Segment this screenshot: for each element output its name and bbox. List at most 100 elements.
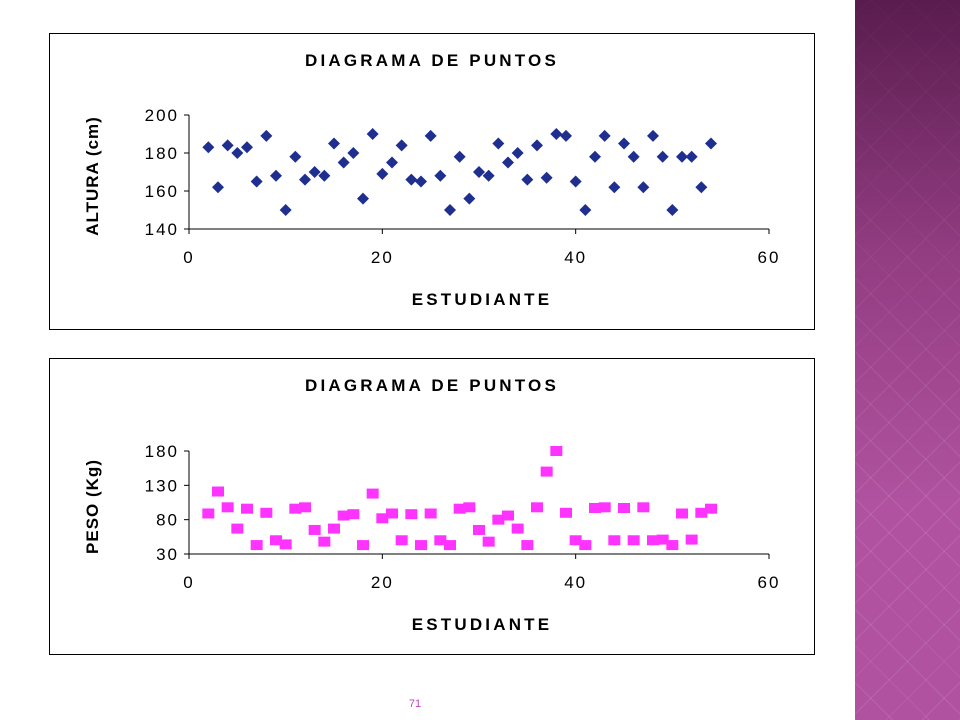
data-point xyxy=(676,150,688,163)
x-tick-label: 20 xyxy=(371,248,394,267)
data-point xyxy=(482,169,495,182)
data-point xyxy=(560,129,572,142)
data-point xyxy=(202,508,215,519)
data-point xyxy=(318,536,331,547)
data-point xyxy=(531,139,543,152)
data-point xyxy=(270,169,282,182)
x-tick-label: 0 xyxy=(183,573,194,592)
x-tick-label: 40 xyxy=(564,573,587,592)
data-point xyxy=(627,150,640,163)
data-point xyxy=(695,507,708,518)
weight-chart: DIAGRAMA DE PUNTOS 30 80 130 180 0 20 40 60 ESTUD… xyxy=(49,358,815,655)
data-point xyxy=(579,204,592,216)
data-point xyxy=(357,540,369,551)
data-point xyxy=(473,166,485,178)
data-point xyxy=(511,147,524,159)
data-point xyxy=(395,139,408,152)
data-point xyxy=(289,150,302,163)
data-point xyxy=(318,169,331,182)
data-point xyxy=(231,147,244,159)
data-point xyxy=(666,204,679,216)
data-point xyxy=(705,137,717,150)
y-axis-title: PESO (Kg) xyxy=(83,459,102,554)
y-tick-label: 160 xyxy=(145,182,179,201)
x-axis-title: ESTUDIANTE xyxy=(412,615,553,634)
data-point xyxy=(337,510,350,521)
data-point xyxy=(328,137,340,150)
data-point xyxy=(328,523,340,534)
data-point xyxy=(676,508,688,519)
data-point xyxy=(560,507,572,518)
data-point xyxy=(502,510,514,521)
data-point xyxy=(579,540,592,551)
data-point xyxy=(589,502,601,513)
data-point xyxy=(647,129,659,142)
data-point xyxy=(589,150,601,163)
data-point xyxy=(308,166,321,178)
data-point xyxy=(376,513,389,524)
data-point xyxy=(202,141,215,154)
data-point xyxy=(637,502,650,513)
data-point xyxy=(627,535,640,546)
data-point xyxy=(618,137,630,150)
data-point xyxy=(405,173,418,186)
data-point xyxy=(386,156,398,169)
data-point xyxy=(453,150,466,163)
data-point xyxy=(550,128,563,140)
height-chart: DIAGRAMA DE PUNTOS 140 160 180 200 0 20 40 60 EST… xyxy=(49,33,815,330)
data-point xyxy=(540,171,553,184)
data-point xyxy=(502,156,514,169)
data-point xyxy=(453,503,466,514)
data-point xyxy=(444,204,456,216)
data-point xyxy=(705,503,717,514)
data-point xyxy=(347,509,360,520)
data-point xyxy=(241,141,253,154)
data-point xyxy=(521,173,534,186)
data-point xyxy=(299,502,311,513)
data-point xyxy=(241,503,253,514)
data-point xyxy=(444,540,456,551)
data-point xyxy=(221,139,234,152)
x-tick-label: 40 xyxy=(564,248,587,267)
data-point xyxy=(608,535,621,546)
data-point xyxy=(569,175,582,188)
data-point xyxy=(415,175,427,188)
y-tick-label: 30 xyxy=(156,545,179,564)
data-point xyxy=(357,192,369,205)
x-tick-label: 0 xyxy=(183,248,194,267)
data-point xyxy=(434,169,447,182)
y-tick-label: 180 xyxy=(145,442,179,461)
data-point xyxy=(347,147,360,159)
data-point xyxy=(695,181,708,194)
data-point xyxy=(250,540,263,551)
data-point xyxy=(531,502,543,513)
chart-title: DIAGRAMA DE PUNTOS xyxy=(305,376,559,395)
data-point xyxy=(618,502,630,513)
data-point xyxy=(279,539,292,550)
y-tick-label: 140 xyxy=(145,220,179,239)
data-point xyxy=(231,523,244,534)
data-point xyxy=(260,507,273,518)
data-point xyxy=(569,535,582,546)
data-point xyxy=(492,137,505,150)
chart-title: DIAGRAMA DE PUNTOS xyxy=(305,51,559,70)
data-point xyxy=(250,175,263,188)
data-point xyxy=(376,167,389,180)
data-point xyxy=(521,540,534,551)
decorative-side-band xyxy=(855,0,960,720)
data-point xyxy=(656,534,669,545)
height-chart-svg: DIAGRAMA DE PUNTOS 140 160 180 200 0 20 40 60 EST… xyxy=(83,51,781,309)
data-point xyxy=(212,181,224,194)
x-tick-label: 60 xyxy=(758,573,781,592)
data-point xyxy=(289,503,302,514)
data-point xyxy=(550,446,563,456)
data-point xyxy=(647,535,659,546)
x-tick-label: 60 xyxy=(758,248,781,267)
data-point xyxy=(424,508,437,519)
x-axis-title: ESTUDIANTE xyxy=(412,290,553,309)
data-point xyxy=(405,509,418,520)
x-tick-label: 20 xyxy=(371,573,394,592)
data-point xyxy=(656,150,669,163)
data-point xyxy=(395,535,408,546)
data-point xyxy=(598,129,611,142)
